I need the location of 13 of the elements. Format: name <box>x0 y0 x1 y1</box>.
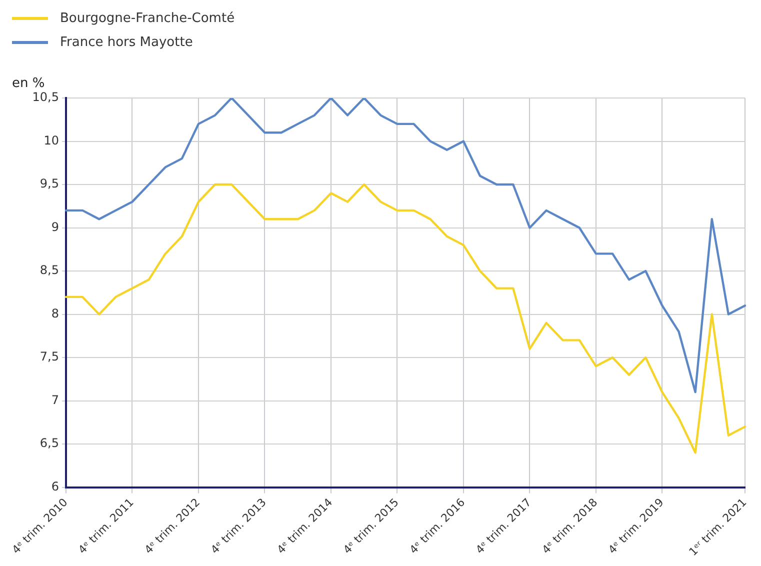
legend-label: France hors Mayotte <box>60 34 193 50</box>
y-tick-label: 8 <box>51 306 59 320</box>
y-tick-label: 7 <box>51 392 59 407</box>
y-tick-label: 9 <box>51 220 59 234</box>
y-tick-label: 9,5 <box>40 176 59 191</box>
y-tick-label: 10 <box>44 133 59 148</box>
y-tick-label: 8,5 <box>40 263 59 278</box>
y-tick-label: 6 <box>51 479 59 494</box>
y-tick-label: 6,5 <box>40 436 59 450</box>
legend-label: Bourgogne-Franche-Comté <box>60 10 235 26</box>
y-axis-title: en % <box>12 76 45 91</box>
y-tick-label: 7,5 <box>40 350 59 364</box>
y-tick-label: 10,5 <box>32 90 59 104</box>
